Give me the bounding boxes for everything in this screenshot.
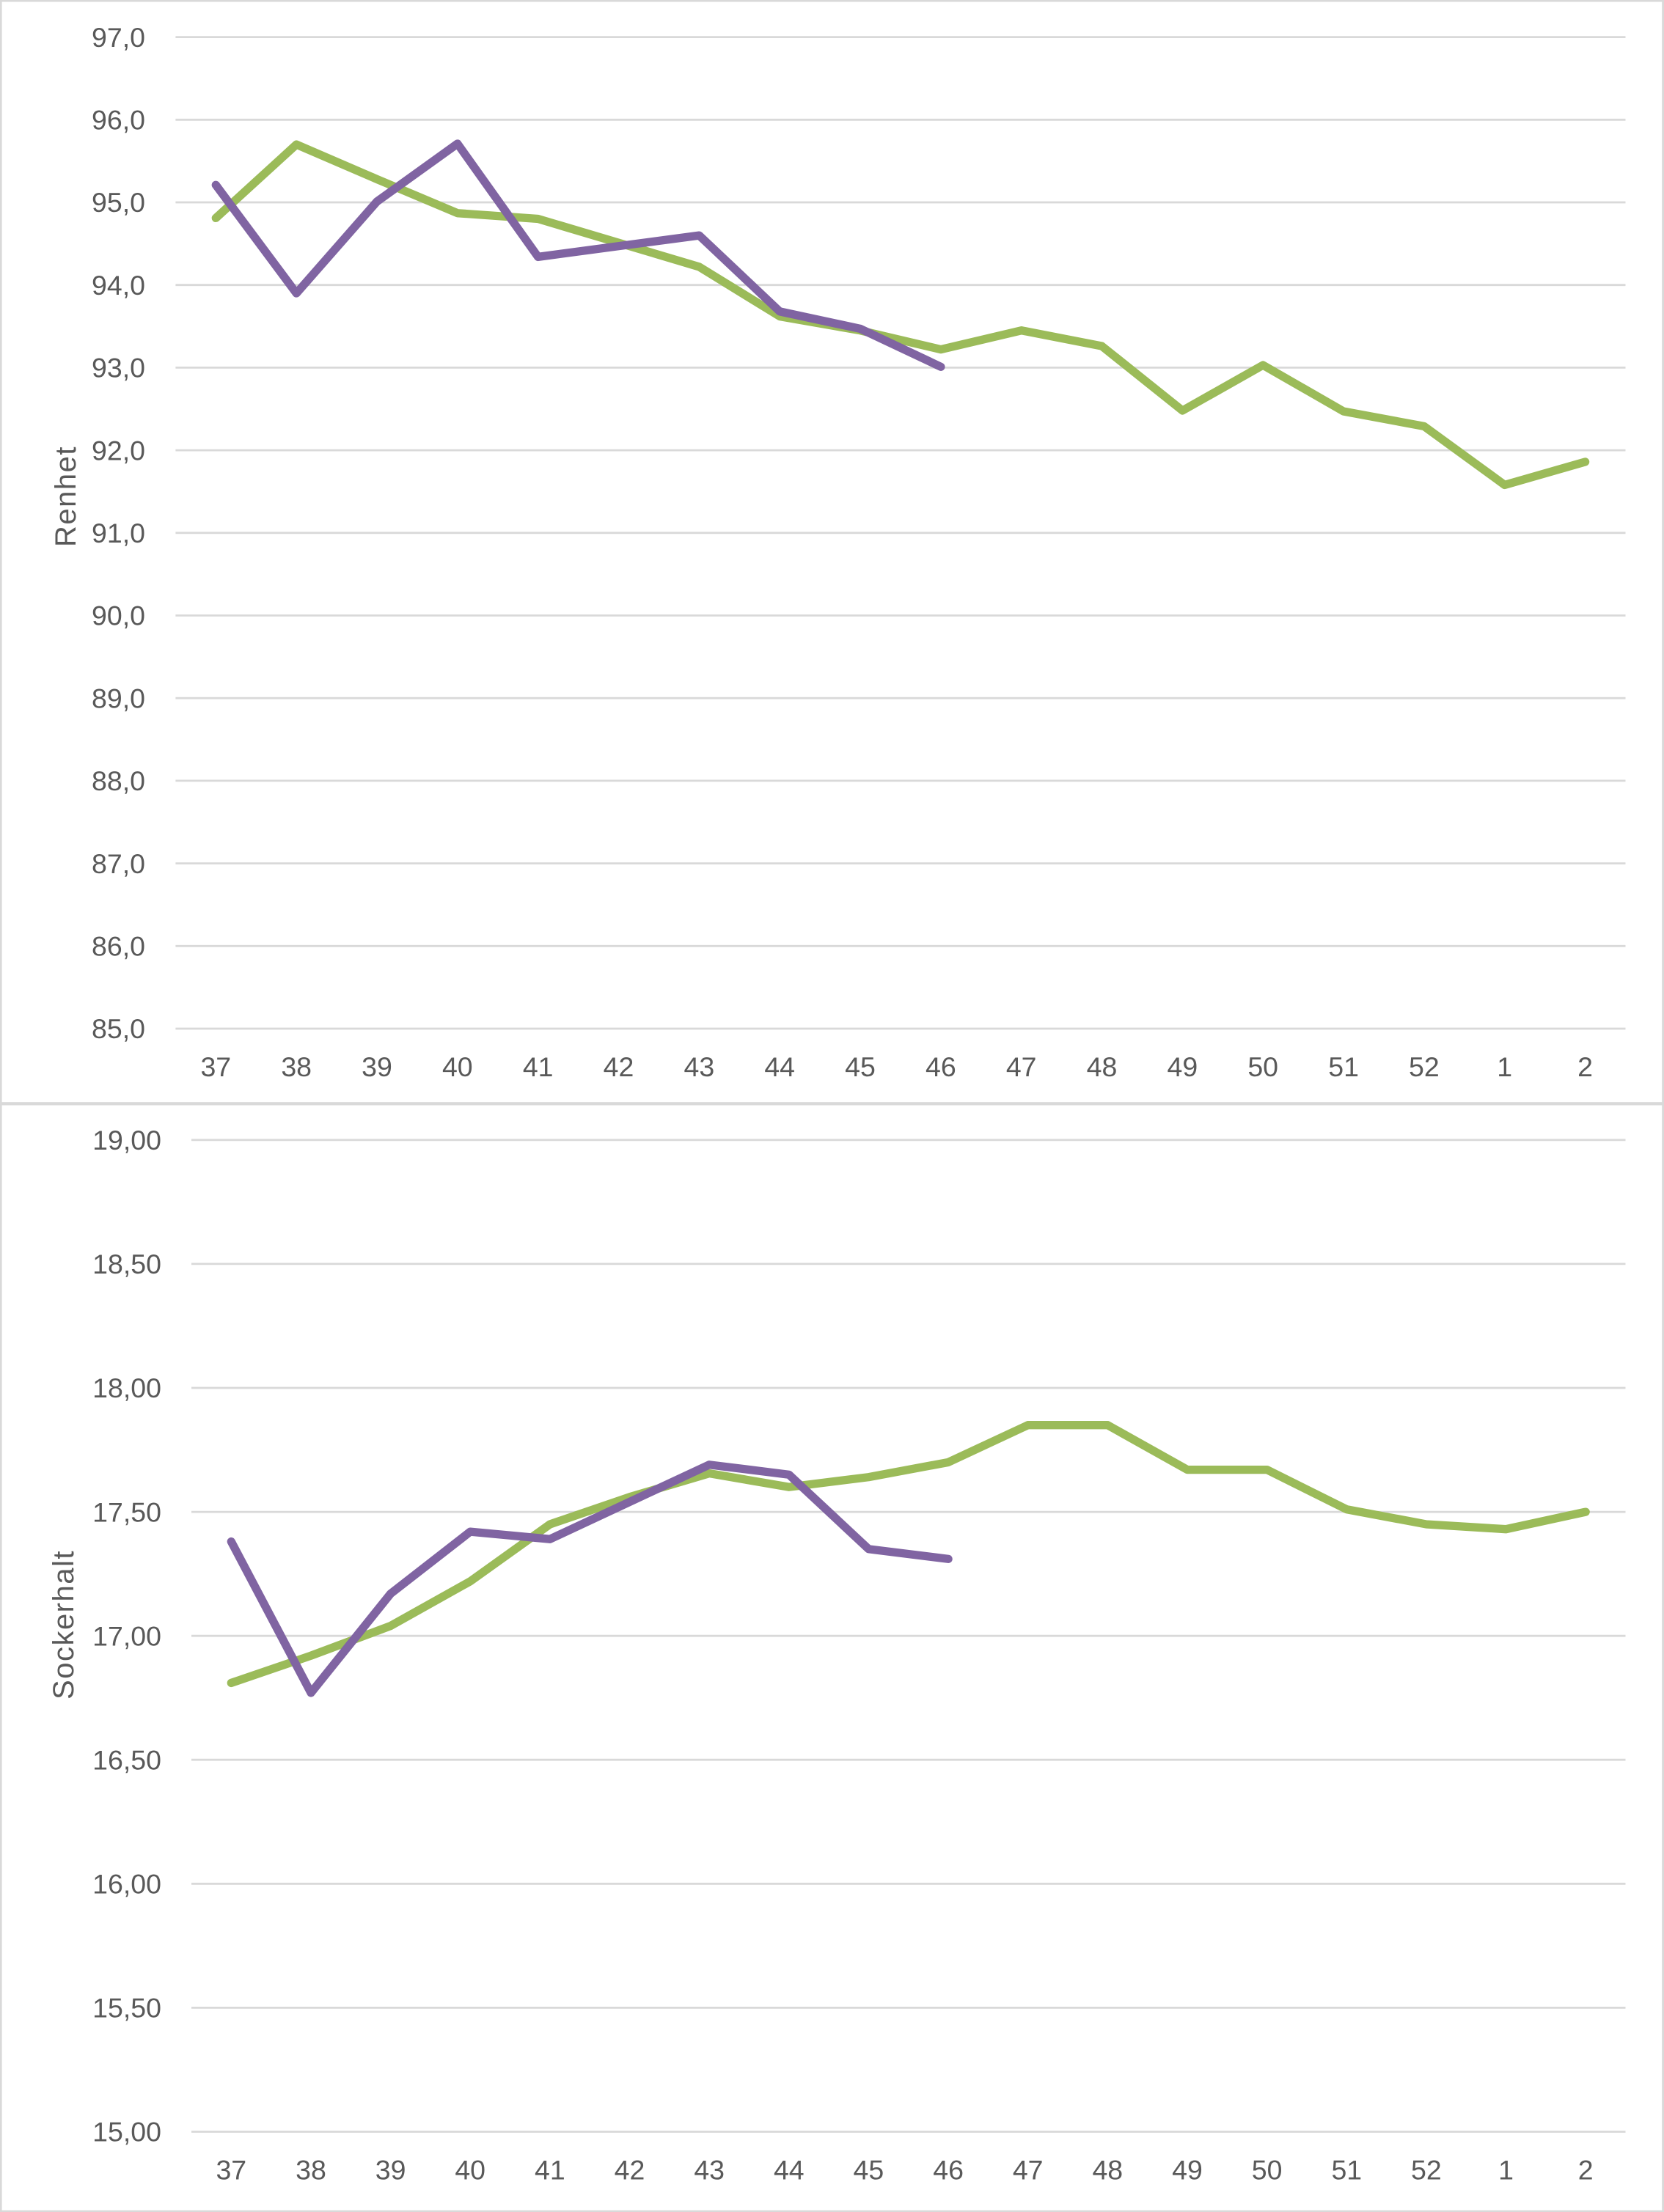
svg-text:42: 42: [604, 1051, 634, 1082]
svg-text:41: 41: [535, 2155, 565, 2186]
svg-text:2: 2: [1577, 1051, 1593, 1082]
svg-text:40: 40: [442, 1051, 473, 1082]
svg-text:40: 40: [455, 2155, 485, 2186]
svg-text:17,00: 17,00: [92, 1620, 161, 1651]
svg-text:43: 43: [694, 2155, 725, 2186]
svg-text:92,0: 92,0: [92, 435, 145, 466]
svg-text:48: 48: [1087, 1051, 1118, 1082]
svg-text:95,0: 95,0: [92, 187, 145, 218]
svg-text:96,0: 96,0: [92, 105, 145, 136]
svg-text:52: 52: [1409, 1051, 1440, 1082]
svg-text:18,50: 18,50: [92, 1249, 161, 1279]
svg-text:19,00: 19,00: [92, 1125, 161, 1155]
svg-text:37: 37: [216, 2155, 246, 2186]
svg-text:2: 2: [1578, 2155, 1594, 2186]
svg-text:87,0: 87,0: [92, 848, 145, 879]
svg-text:48: 48: [1092, 2155, 1123, 2186]
svg-text:50: 50: [1252, 2155, 1283, 2186]
svg-text:97,0: 97,0: [92, 22, 145, 53]
svg-text:51: 51: [1328, 1051, 1359, 1082]
svg-text:45: 45: [845, 1051, 876, 1082]
svg-text:Renhet: Renhet: [50, 446, 82, 547]
svg-text:50: 50: [1247, 1051, 1278, 1082]
svg-text:44: 44: [774, 2155, 804, 2186]
svg-text:Sockerhalt: Sockerhalt: [48, 1550, 80, 1700]
svg-text:1: 1: [1497, 1051, 1512, 1082]
svg-text:42: 42: [615, 2155, 645, 2186]
svg-text:16,00: 16,00: [92, 1869, 161, 1900]
svg-text:37: 37: [200, 1051, 231, 1082]
svg-text:93,0: 93,0: [92, 353, 145, 383]
svg-text:44: 44: [764, 1051, 795, 1082]
svg-text:16,50: 16,50: [92, 1744, 161, 1775]
svg-text:43: 43: [684, 1051, 715, 1082]
svg-text:86,0: 86,0: [92, 931, 145, 962]
svg-text:38: 38: [296, 2155, 326, 2186]
svg-text:49: 49: [1168, 1051, 1198, 1082]
svg-text:49: 49: [1172, 2155, 1203, 2186]
svg-text:15,00: 15,00: [92, 2117, 161, 2147]
svg-text:90,0: 90,0: [92, 600, 145, 631]
svg-text:38: 38: [281, 1051, 312, 1082]
svg-text:52: 52: [1411, 2155, 1442, 2186]
svg-text:17,50: 17,50: [92, 1496, 161, 1527]
svg-text:91,0: 91,0: [92, 518, 145, 548]
svg-text:46: 46: [933, 2155, 964, 2186]
svg-text:18,00: 18,00: [92, 1373, 161, 1403]
svg-text:85,0: 85,0: [92, 1013, 145, 1044]
svg-text:45: 45: [854, 2155, 884, 2186]
svg-text:41: 41: [523, 1051, 554, 1082]
svg-text:94,0: 94,0: [92, 270, 145, 301]
svg-text:39: 39: [362, 1051, 392, 1082]
svg-text:1: 1: [1498, 2155, 1514, 2186]
svg-text:47: 47: [1006, 1051, 1037, 1082]
svg-text:46: 46: [926, 1051, 956, 1082]
svg-text:88,0: 88,0: [92, 765, 145, 796]
svg-text:15,50: 15,50: [92, 1993, 161, 2024]
svg-text:89,0: 89,0: [92, 683, 145, 713]
svg-text:47: 47: [1013, 2155, 1044, 2186]
svg-text:51: 51: [1331, 2155, 1362, 2186]
svg-text:39: 39: [375, 2155, 406, 2186]
